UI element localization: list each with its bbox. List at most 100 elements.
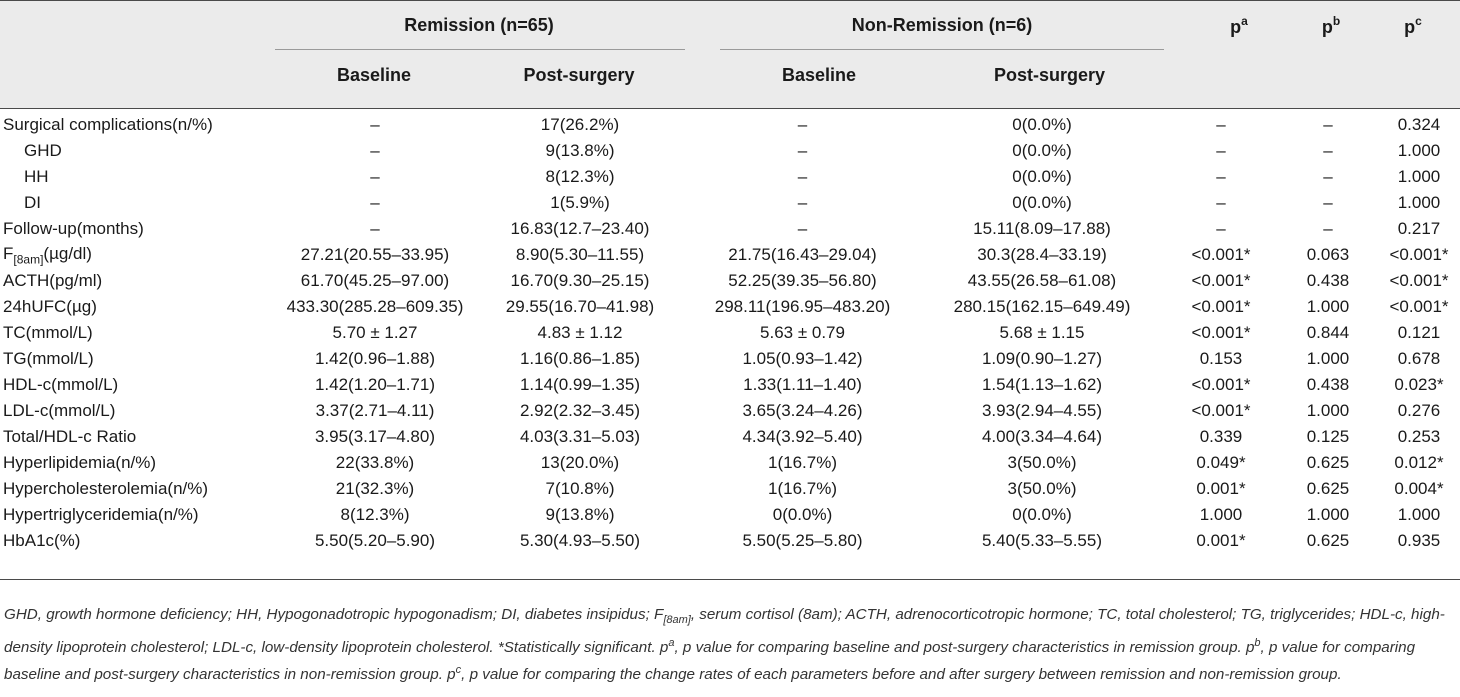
table-row: LDL-c(mmol/L) 3.37(2.71–4.11) 2.92(2.32–3.… [0, 398, 1460, 424]
table-cell: 0(0.0%) [1012, 115, 1072, 134]
row-label: TC(mmol/L) [3, 323, 93, 342]
table-cell: – [370, 193, 380, 212]
table-cell: 0.844 [1306, 323, 1350, 342]
row-label: ACTH(pg/ml) [3, 271, 103, 290]
table-cell: – [370, 141, 380, 160]
table-cell: 0.125 [1306, 427, 1350, 446]
table-cell: 16.83(12.7–23.40) [510, 219, 650, 238]
table-cell: 1(5.9%) [550, 193, 610, 212]
table-cell: 1(16.7%) [768, 479, 837, 498]
table-cell: <0.001* [1191, 297, 1251, 316]
table-cell: 5.70 ± 1.27 [332, 323, 418, 342]
header-band [0, 0, 1460, 108]
table-cell: 16.70(9.30–25.15) [510, 271, 650, 290]
table-row: Hypercholesterolemia(n/%) 21(32.3%) 7(10.8… [0, 476, 1460, 502]
group-rule-non-remission [720, 49, 1164, 50]
table-row: TC(mmol/L) 5.70 ± 1.27 4.83 ± 1.12 5.63 ± 0… [0, 320, 1460, 346]
table-cell: 4.34(3.92–5.40) [742, 427, 863, 446]
table-row: 24hUFC(µg) 433.30(285.28–609.35) 29.55(16.… [0, 294, 1460, 320]
table-cell: – [797, 193, 808, 212]
row-label: Total/HDL-c Ratio [3, 427, 137, 446]
table-cell: 1.000 [1199, 505, 1243, 524]
row-label: HH [24, 167, 49, 186]
table-cell: 0.438 [1306, 271, 1350, 290]
table-cell: – [797, 115, 808, 134]
table-cell: 0.625 [1306, 531, 1350, 550]
table-cell: – [370, 167, 380, 186]
group-rule-remission [275, 49, 685, 50]
table-cell: – [1323, 193, 1333, 212]
table-cell: 3(50.0%) [1007, 453, 1077, 472]
table-cell: – [1216, 167, 1226, 186]
table-cell: – [370, 219, 380, 238]
table-cell: 9(13.8%) [545, 141, 615, 160]
table-cell: 0(0.0%) [772, 505, 833, 524]
table-cell: – [1323, 167, 1333, 186]
table-row: Surgical complications(n/%) – 17(26.2%) – 0(… [0, 112, 1460, 138]
table-cell: 4.83 ± 1.12 [537, 323, 623, 342]
table-cell: – [797, 219, 808, 238]
table-cell: 0.023* [1394, 375, 1444, 394]
table-cell: 43.55(26.58–61.08) [967, 271, 1117, 290]
table-cell: 1.16(0.86–1.85) [519, 349, 641, 368]
table-cell: 22(33.8%) [335, 453, 415, 472]
table-cell: – [1323, 219, 1333, 238]
table-row: HbA1c(%) 5.50(5.20–5.90) 5.30(4.93–5.50) 5.… [0, 528, 1460, 554]
table-cell: 3(50.0%) [1007, 479, 1077, 498]
header-p-a: pa [1230, 14, 1248, 37]
header-baseline-remission: Baseline [336, 65, 412, 85]
table-row: ACTH(pg/ml) 61.70(45.25–97.00) 16.70(9.30–… [0, 268, 1460, 294]
table-cell: <0.001* [1191, 245, 1251, 264]
table-cell: 3.93(2.94–4.55) [981, 401, 1103, 420]
table-cell: 1.000 [1306, 297, 1350, 316]
table-row: Total/HDL-c Ratio 3.95(3.17–4.80) 4.03(3.3… [0, 424, 1460, 450]
table-cell: 8.90(5.30–11.55) [515, 245, 645, 264]
table-cell: 21.75(16.43–29.04) [728, 245, 877, 264]
table-cell: 4.00(3.34–4.64) [981, 427, 1103, 446]
table-cell: <0.001* [1191, 401, 1251, 420]
table-cell: – [1216, 115, 1226, 134]
table-cell: – [1323, 141, 1333, 160]
table-cell: 5.50(5.20–5.90) [314, 531, 436, 550]
table-row: Hypertriglyceridemia(n/%) 8(12.3%) 9(13.8%… [0, 502, 1460, 528]
table-cell: 1.42(0.96–1.88) [314, 349, 436, 368]
row-label: DI [24, 193, 41, 212]
table-row: HDL-c(mmol/L) 1.42(1.20–1.71) 1.14(0.99–1.… [0, 372, 1460, 398]
table-cell: 0.438 [1306, 375, 1350, 394]
row-label: TG(mmol/L) [3, 349, 94, 368]
table-cell: 9(13.8%) [545, 505, 615, 524]
table-cell: 0.063 [1306, 245, 1350, 264]
table-cell: – [797, 141, 808, 160]
table-row: HH – 8(12.3%) – 0(0.0%) – – 1.000 [0, 164, 1460, 190]
header-baseline-non-remission: Baseline [781, 65, 857, 85]
table-cell: 1.33(1.11–1.40) [743, 375, 862, 394]
table-cell: <0.001* [1191, 375, 1251, 394]
table-cell: 1.54(1.13–1.62) [981, 375, 1103, 394]
table-cell: – [1216, 219, 1226, 238]
table-cell: 1.42(1.20–1.71) [314, 375, 436, 394]
table-row: F[8am](µg/dl) 27.21(20.55–33.95) 8.90(5.30… [0, 242, 1460, 268]
row-label: LDL-c(mmol/L) [3, 401, 116, 420]
table-cell: 8(12.3%) [340, 505, 410, 524]
table-cell: 30.3(28.4–33.19) [977, 245, 1107, 264]
table-cell: 52.25(39.35–56.80) [728, 271, 877, 290]
table-row: Follow-up(months) – 16.83(12.7–23.40) – 15.1… [0, 216, 1460, 242]
table-cell: <0.001* [1191, 271, 1251, 290]
table-cell: 1.000 [1306, 349, 1350, 368]
table-cell: 1.14(0.99–1.35) [519, 375, 641, 394]
table-cell: – [1216, 141, 1226, 160]
row-label: F[8am](µg/dl) [3, 243, 92, 267]
row-label: Follow-up(months) [3, 219, 144, 238]
header-post-surgery-remission: Post-surgery [523, 65, 635, 85]
header-rule [0, 108, 1460, 109]
table-cell: – [797, 167, 808, 186]
header-p-c: pc [1404, 14, 1422, 37]
table-cell: 4.03(3.31–5.03) [519, 427, 641, 446]
table-cell: <0.001* [1389, 297, 1449, 316]
table-cell: 1.09(0.90–1.27) [981, 349, 1103, 368]
table-cell: 17(26.2%) [540, 115, 620, 134]
table-cell: 1.000 [1397, 167, 1441, 186]
row-label: Surgical complications(n/%) [3, 115, 213, 134]
table-cell: 61.70(45.25–97.00) [300, 271, 450, 290]
table-cell: 0.324 [1397, 115, 1441, 134]
